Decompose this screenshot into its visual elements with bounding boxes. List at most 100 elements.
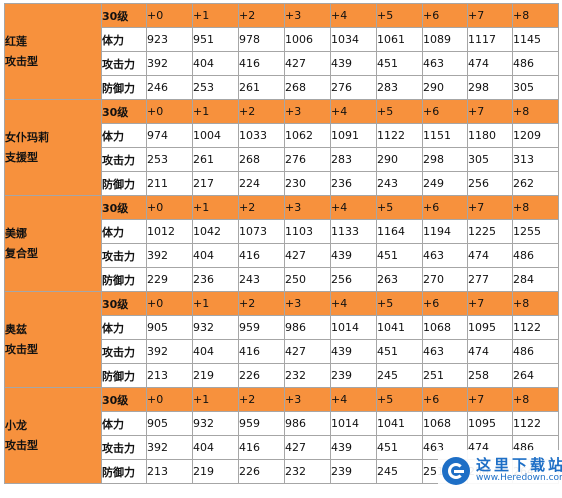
watermark-site-name: 这里下载站	[476, 456, 562, 475]
enhance-level-header: +4	[330, 387, 377, 412]
stat-value: 1041	[376, 315, 423, 340]
stat-value: 486	[512, 339, 559, 364]
stat-value: 256	[467, 171, 513, 196]
character-stats-table: 红莲 攻击型 30级 +0 +1 +2 +3 +4 +5 +6 +7 +8 体力 923 951 978 100…	[4, 3, 559, 484]
stat-value: 416	[238, 51, 285, 76]
stat-value: 951	[192, 27, 239, 52]
level-header-row: 小龙 攻击型 30级 +0 +1 +2 +3 +4 +5 +6 +7 +8	[4, 387, 559, 484]
stat-value: 253	[146, 147, 193, 172]
stat-value: 1089	[422, 27, 468, 52]
stat-value: 261	[238, 75, 285, 100]
stat-value: 217	[192, 171, 239, 196]
stat-label: 体力	[101, 123, 147, 148]
enhance-level-header: +0	[146, 387, 193, 412]
stat-value: 1151	[422, 123, 468, 148]
stat-value: 986	[284, 411, 331, 436]
level-label: 30级	[101, 387, 147, 412]
enhance-level-header: +2	[238, 99, 285, 124]
stat-value: 226	[238, 459, 285, 484]
stat-value: 439	[330, 339, 377, 364]
stat-value: 1062	[284, 123, 331, 148]
enhance-level-header: +8	[512, 195, 559, 220]
level-header-row: 美娜 复合型 30级 +0 +1 +2 +3 +4 +5 +6 +7 +8	[4, 195, 559, 292]
stat-value: 245	[376, 459, 423, 484]
stat-value: 427	[284, 339, 331, 364]
stat-value: 1095	[467, 315, 513, 340]
stat-value: 392	[146, 243, 193, 268]
stat-label: 攻击力	[101, 51, 147, 76]
stat-value: 474	[467, 243, 513, 268]
enhance-level-header: +6	[422, 291, 468, 316]
stat-value: 268	[238, 147, 285, 172]
stat-value: 232	[284, 459, 331, 484]
stat-value: 416	[238, 435, 285, 460]
stat-value: 283	[376, 75, 423, 100]
stat-value: 1133	[330, 219, 377, 244]
stat-value: 905	[146, 411, 193, 436]
stat-value: 277	[467, 267, 513, 292]
stat-value: 1012	[146, 219, 193, 244]
stat-value: 439	[330, 435, 377, 460]
stat-value: 239	[330, 459, 377, 484]
stat-value: 256	[330, 267, 377, 292]
stat-value: 284	[512, 267, 559, 292]
stat-value: 219	[192, 459, 239, 484]
enhance-level-header: +0	[146, 99, 193, 124]
stat-value: 213	[146, 363, 193, 388]
stat-value: 1006	[284, 27, 331, 52]
enhance-level-header: +7	[467, 195, 513, 220]
stat-value: 1103	[284, 219, 331, 244]
stat-value: 232	[284, 363, 331, 388]
stat-value: 463	[422, 339, 468, 364]
stat-value: 474	[467, 51, 513, 76]
enhance-level-header: +6	[422, 3, 468, 28]
character-type: 攻击型	[5, 342, 39, 356]
stat-value: 270	[422, 267, 468, 292]
enhance-level-header: +5	[376, 291, 423, 316]
level-header-row: 女仆玛莉 支援型 30级 +0 +1 +2 +3 +4 +5 +6 +7 +8	[4, 99, 559, 196]
stat-value: 1061	[376, 27, 423, 52]
stat-value: 264	[512, 363, 559, 388]
stat-label: 防御力	[101, 171, 147, 196]
enhance-level-header: +4	[330, 99, 377, 124]
stat-value: 1117	[467, 27, 513, 52]
enhance-level-header: +3	[284, 195, 331, 220]
character-name: 美娜	[5, 226, 28, 240]
character-name-cell: 红莲 攻击型	[4, 3, 102, 100]
stat-value: 313	[512, 147, 559, 172]
stat-value: 1255	[512, 219, 559, 244]
stat-label: 防御力	[101, 459, 147, 484]
stat-value: 224	[238, 171, 285, 196]
stat-value: 268	[284, 75, 331, 100]
stat-value: 416	[238, 243, 285, 268]
stat-value: 439	[330, 51, 377, 76]
character-name: 奥兹	[5, 322, 28, 336]
stat-label: 体力	[101, 315, 147, 340]
enhance-level-header: +7	[467, 3, 513, 28]
stat-label: 防御力	[101, 267, 147, 292]
stat-value: 1164	[376, 219, 423, 244]
stat-row: 攻击力 392 404 416 427 439 451 463 474 486	[5, 435, 559, 460]
stat-value: 486	[512, 51, 559, 76]
enhance-level-header: +7	[467, 291, 513, 316]
stat-value: 451	[376, 243, 423, 268]
stat-value: 236	[330, 171, 377, 196]
stat-value: 1073	[238, 219, 285, 244]
enhance-level-header: +8	[512, 387, 559, 412]
stat-value: 439	[330, 243, 377, 268]
stat-value: 427	[284, 435, 331, 460]
stat-value: 245	[376, 363, 423, 388]
stat-value: 213	[146, 459, 193, 484]
enhance-level-header: +7	[467, 99, 513, 124]
stat-value: 243	[376, 171, 423, 196]
site-watermark: 这里下载站 www.Heredown.com	[438, 450, 562, 492]
level-header-row: 奥兹 攻击型 30级 +0 +1 +2 +3 +4 +5 +6 +7 +8	[4, 291, 559, 388]
level-label: 30级	[101, 195, 147, 220]
stat-value: 427	[284, 243, 331, 268]
stat-value: 959	[238, 411, 285, 436]
stat-row: 体力 923 951 978 1006 1034 1061 1089 1117 1145	[5, 27, 559, 52]
enhance-level-header: +1	[192, 291, 239, 316]
stat-label: 防御力	[101, 75, 147, 100]
enhance-level-header: +4	[330, 195, 377, 220]
stat-value: 305	[467, 147, 513, 172]
